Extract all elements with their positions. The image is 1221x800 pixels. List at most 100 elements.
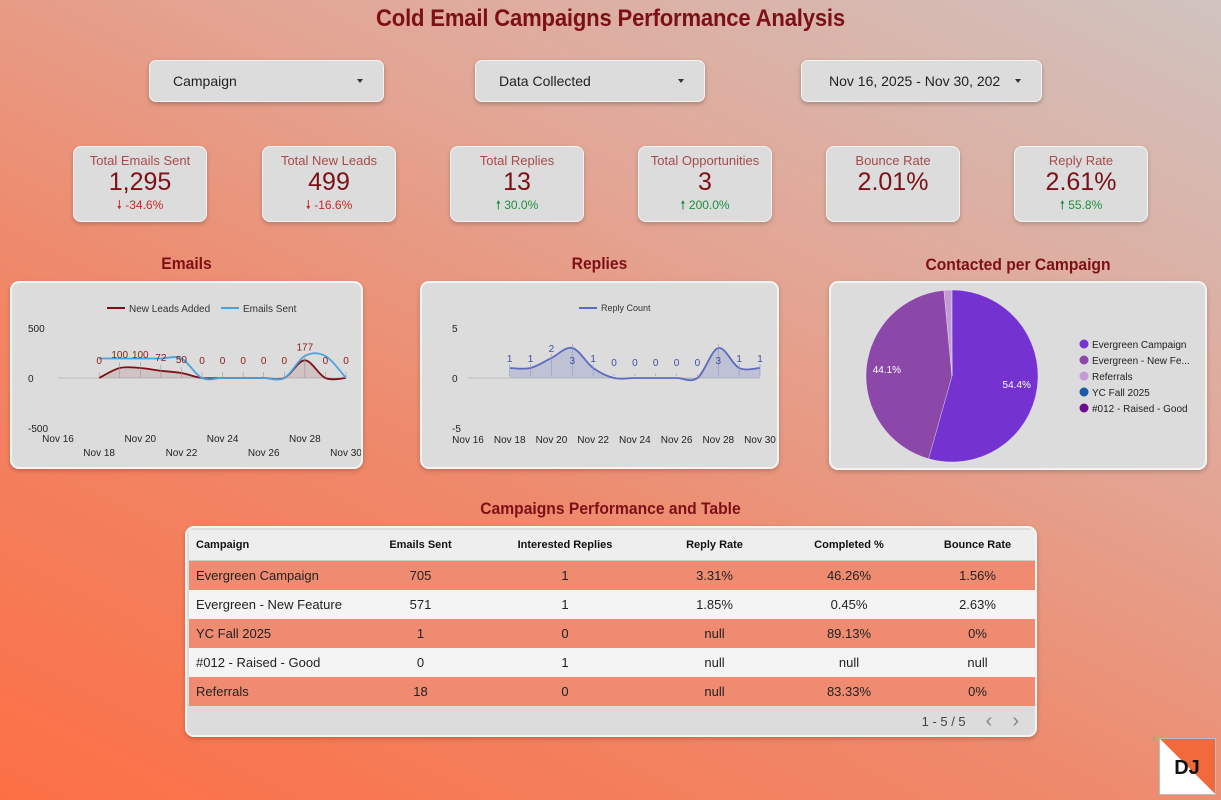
- pie-slice: [865, 290, 953, 459]
- legend-swatch: [1079, 387, 1089, 397]
- cell-interested-replies: 0: [479, 619, 651, 648]
- data-collected-filter-dropdown[interactable]: Data Collected: [475, 60, 705, 102]
- campaign-filter-label: Campaign: [173, 73, 237, 89]
- legend-label: Referrals: [1092, 372, 1133, 383]
- table-row[interactable]: #012 - Raised - Good 0 1 null null null: [189, 648, 1035, 677]
- cell-bounce-rate: null: [920, 648, 1035, 677]
- cell-emails-sent: 18: [362, 677, 479, 706]
- data-label: 0: [282, 356, 288, 367]
- column-header-completed[interactable]: Completed %: [778, 530, 920, 561]
- cell-reply-rate: 3.31%: [651, 560, 778, 590]
- y-tick-label: 500: [28, 324, 45, 335]
- data-label: 3: [716, 356, 722, 367]
- kpi-total-replies: Total Replies 13 🠕 30.0%: [450, 146, 584, 222]
- data-label: 0: [653, 358, 659, 369]
- table-row[interactable]: Referrals 18 0 null 83.33% 0%: [189, 677, 1035, 706]
- campaign-filter-dropdown[interactable]: Campaign: [149, 60, 384, 102]
- legend-swatch: [1079, 371, 1089, 381]
- kpi-label: Bounce Rate: [855, 153, 931, 168]
- table-row[interactable]: Evergreen Campaign 705 1 3.31% 46.26% 1.…: [189, 560, 1035, 590]
- pie-slice: [928, 289, 1039, 463]
- contacted-pie-card: 54.4% 44.1% Evergreen Campaign Evergreen - …: [829, 281, 1207, 470]
- replies-section-title: Replies: [571, 254, 628, 273]
- cell-interested-replies: 1: [479, 560, 651, 590]
- pie-slice: [951, 289, 953, 377]
- kpi-delta: 🠕 200.0%: [639, 196, 771, 217]
- x-tick-label: Nov 30: [744, 435, 776, 446]
- data-label: 0: [611, 358, 617, 369]
- cell-campaign: Evergreen Campaign: [189, 560, 362, 590]
- x-tick-label: Nov 24: [619, 435, 651, 446]
- kpi-delta-value: 200.0%: [688, 198, 730, 212]
- kpi-label: Total Emails Sent: [89, 153, 191, 168]
- kpi-value: 1,295: [108, 168, 172, 196]
- legend-swatch: [1079, 355, 1089, 365]
- x-tick-label: Nov 22: [166, 448, 198, 459]
- cell-bounce-rate: 0%: [920, 677, 1035, 706]
- pie-slice-label: 44.1%: [873, 365, 901, 376]
- column-header-bounce-rate[interactable]: Bounce Rate: [920, 530, 1035, 561]
- data-label: 3: [570, 356, 576, 367]
- cell-reply-rate: null: [651, 677, 778, 706]
- kpi-label: Total New Leads: [280, 153, 378, 168]
- cell-reply-rate: null: [651, 648, 778, 677]
- cell-emails-sent: 1: [362, 619, 479, 648]
- kpi-total-new-leads: Total New Leads 499 🠗 -16.6%: [262, 146, 396, 222]
- column-header-campaign[interactable]: Campaign: [189, 530, 362, 561]
- x-tick-label: Nov 22: [577, 435, 609, 446]
- emails-section-title: Emails: [161, 254, 212, 273]
- date-range-label: Nov 16, 2025 - Nov 30, 202: [829, 73, 1001, 89]
- table-row[interactable]: Evergreen - New Feature 571 1 1.85% 0.45…: [189, 590, 1035, 619]
- chevron-down-icon: [1015, 79, 1021, 83]
- kpi-value: 2.61%: [1045, 168, 1117, 196]
- pagination-label: 1 - 5 / 5: [921, 713, 966, 729]
- kpi-delta: 🠕 30.0%: [451, 196, 583, 217]
- arrow-down-icon: 🠗: [116, 198, 122, 212]
- legend-label-reply-count: Reply Count: [601, 303, 651, 313]
- data-label: 0: [220, 356, 226, 367]
- y-tick-label: 0: [452, 374, 458, 385]
- kpi-delta-value: -16.6%: [314, 198, 353, 212]
- date-range-picker[interactable]: Nov 16, 2025 - Nov 30, 202: [801, 60, 1042, 102]
- pie-slice-label: 54.4%: [1003, 380, 1031, 391]
- cell-interested-replies: 0: [479, 677, 651, 706]
- data-label: 1: [757, 354, 763, 365]
- data-label: 0: [261, 356, 267, 367]
- data-label: 50: [176, 355, 188, 366]
- x-tick-label: Nov 16: [42, 434, 74, 445]
- x-tick-label: Nov 18: [83, 448, 115, 459]
- data-label: 72: [155, 353, 167, 364]
- legend-swatch: [1079, 339, 1089, 349]
- data-label: 1: [528, 354, 534, 365]
- legend-label: #012 - Raised - Good: [1092, 404, 1188, 415]
- table-row[interactable]: YC Fall 2025 1 0 null 89.13% 0%: [189, 619, 1035, 648]
- y-tick-label: -5: [452, 424, 461, 435]
- kpi-total-emails-sent: Total Emails Sent 1,295 🠗 -34.6%: [73, 146, 207, 222]
- chevron-down-icon: [678, 79, 684, 83]
- chevron-right-icon[interactable]: ›: [1012, 710, 1019, 732]
- cell-emails-sent: 0: [362, 648, 479, 677]
- arrow-up-icon: 🠕: [495, 198, 501, 212]
- cell-campaign: #012 - Raised - Good: [189, 648, 362, 677]
- data-label: 0: [240, 356, 246, 367]
- legend-label: YC Fall 2025: [1092, 388, 1150, 399]
- data-label: 1: [736, 354, 742, 365]
- arrow-up-icon: 🠕: [1059, 198, 1065, 212]
- column-header-emails-sent[interactable]: Emails Sent: [362, 530, 479, 561]
- y-tick-label: 5: [452, 324, 458, 335]
- column-header-interested-replies[interactable]: Interested Replies: [479, 530, 651, 561]
- legend-label: Evergreen Campaign: [1092, 340, 1187, 351]
- chevron-left-icon[interactable]: ‹: [985, 710, 993, 732]
- legend-label: Evergreen - New Fe...: [1092, 356, 1190, 367]
- brand-logo: DJ: [1159, 738, 1216, 795]
- x-tick-label: Nov 30: [330, 448, 361, 459]
- data-label: 0: [323, 356, 329, 367]
- chevron-down-icon: [357, 79, 363, 83]
- cell-reply-rate: 1.85%: [651, 590, 778, 619]
- x-tick-label: Nov 20: [124, 434, 156, 445]
- kpi-delta: 🠗 -34.6%: [74, 196, 206, 217]
- data-label: 0: [96, 356, 102, 367]
- column-header-reply-rate[interactable]: Reply Rate: [651, 530, 778, 561]
- campaigns-table-card: Campaign Emails Sent Interested Replies …: [185, 526, 1037, 737]
